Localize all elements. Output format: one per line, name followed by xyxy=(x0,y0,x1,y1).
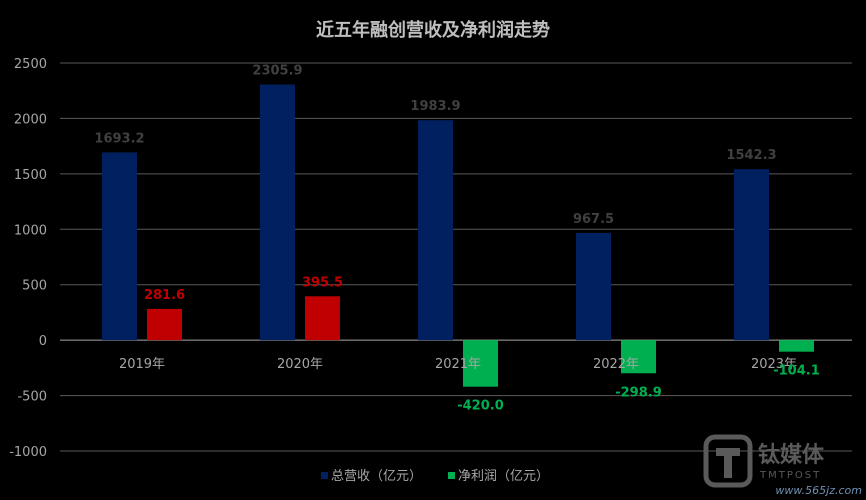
legend-swatch-revenue xyxy=(321,472,328,479)
profit-data-label: 395.5 xyxy=(302,275,343,290)
x-axis: 2019年 2020年 2021年 2022年 2023年 xyxy=(119,357,797,372)
y-tick-label: -1000 xyxy=(9,445,47,460)
revenue-data-label: 2305.9 xyxy=(252,64,302,79)
profit-data-label: -298.9 xyxy=(615,385,662,400)
profit-data-label: 281.6 xyxy=(144,288,185,303)
watermark-logo-icon xyxy=(703,434,753,488)
profit-bar xyxy=(463,340,498,387)
revenue-bar xyxy=(576,232,611,341)
revenue-bar xyxy=(102,152,137,341)
legend: 总营收（亿元） 净利润（亿元） xyxy=(321,469,549,484)
watermark-brand: 钛媒体 xyxy=(758,442,825,468)
x-tick-label: 2019年 xyxy=(119,357,165,372)
watermark-brand-en: TMTPOST xyxy=(759,470,821,481)
x-tick-label: 2023年 xyxy=(751,357,797,372)
y-tick-label: -500 xyxy=(17,390,47,405)
revenue-bar xyxy=(734,169,769,341)
revenue-data-label: 967.5 xyxy=(573,212,614,227)
y-tick-label: 500 xyxy=(22,279,47,294)
profit-bar xyxy=(305,296,340,341)
x-tick-label: 2021年 xyxy=(435,357,481,372)
profit-bar xyxy=(779,340,814,352)
profit-bar xyxy=(621,340,656,374)
legend-label-profit: 净利润（亿元） xyxy=(458,469,549,484)
profit-bar xyxy=(147,308,182,341)
chart-title: 近五年融创营收及净利润走势 xyxy=(316,19,550,41)
revenue-bar xyxy=(260,84,295,341)
gridlines xyxy=(60,62,852,452)
legend-swatch-profit xyxy=(448,472,455,479)
y-tick-label: 1000 xyxy=(14,223,47,238)
revenue-data-label: 1542.3 xyxy=(726,148,776,163)
y-axis: -1000 -500 0 500 1000 1500 2000 2500 xyxy=(9,57,47,460)
watermark-url: www.565jz.com xyxy=(775,484,862,497)
profit-data-label: -104.1 xyxy=(773,364,820,379)
revenue-data-label: 1983.9 xyxy=(410,99,460,114)
revenue-bar xyxy=(418,120,453,341)
x-tick-label: 2022年 xyxy=(593,357,639,372)
watermark-t-glyph xyxy=(716,448,740,478)
y-tick-label: 1500 xyxy=(14,168,47,183)
y-tick-label: 2500 xyxy=(14,57,47,72)
revenue-data-label: 1693.2 xyxy=(94,131,144,146)
x-tick-label: 2020年 xyxy=(277,357,323,372)
data-labels: 1693.2 281.6 2305.9 395.5 1983.9 -420.0 967.5 -… xyxy=(94,64,819,414)
legend-label-revenue: 总营收（亿元） xyxy=(331,469,422,484)
y-tick-label: 2000 xyxy=(14,112,47,127)
profit-data-label: -420.0 xyxy=(457,399,504,414)
y-tick-label: 0 xyxy=(39,334,47,349)
watermark: 钛媒体 TMTPOST www.565jz.com xyxy=(703,434,862,497)
bars xyxy=(102,84,814,387)
